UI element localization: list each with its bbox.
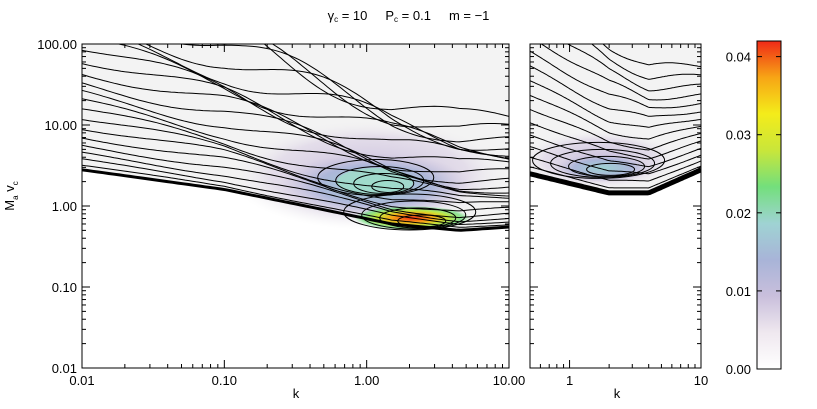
x-tick-label: 0.01 xyxy=(69,373,94,388)
contour-line xyxy=(82,49,509,160)
peak-contour xyxy=(550,148,656,178)
colorbar-tick-label: 0.03 xyxy=(726,128,751,143)
left-y-tick-labels: 0.01 0.10 1.00 10.00 100.00 xyxy=(37,37,77,376)
contour-line xyxy=(530,134,701,168)
left-x-axis-label: k xyxy=(293,386,300,401)
left-x-tick-labels: 0.01 0.10 1.00 10.00 xyxy=(69,373,525,388)
contour-line xyxy=(82,151,509,223)
y-tick-label: 100.00 xyxy=(37,37,77,52)
contour-line xyxy=(530,80,701,128)
contour-line xyxy=(530,50,701,109)
colorbar-tick-label: 0.01 xyxy=(726,284,751,299)
right-x-axis-label: k xyxy=(614,386,621,401)
contour-line xyxy=(82,89,509,190)
y-tick-label: 0.01 xyxy=(52,361,77,376)
colorbar-tick-label: 0.00 xyxy=(726,362,751,377)
left-contours xyxy=(82,44,509,231)
contour-line xyxy=(602,44,701,68)
title-gamma: γc = 10 xyxy=(327,8,368,24)
y-tick-label: 0.10 xyxy=(52,280,77,295)
contour-line xyxy=(82,108,509,197)
peak-contour xyxy=(568,155,646,177)
contour-line xyxy=(263,44,509,117)
contour-line xyxy=(530,94,701,140)
peak-contour xyxy=(353,172,415,194)
chart-title: γc = 10 Pc = 0.1 m = −1 xyxy=(0,8,817,24)
contour-line xyxy=(82,74,509,173)
right-ticks xyxy=(529,44,701,369)
right-panel: 1 10 k xyxy=(529,43,708,401)
colorbar-gradient xyxy=(756,40,782,370)
contour-line xyxy=(82,119,509,199)
contour-line xyxy=(82,158,509,226)
peak-contour xyxy=(379,207,457,229)
contour-line xyxy=(530,109,701,151)
contour-line xyxy=(566,44,701,92)
contour-line xyxy=(540,44,701,101)
title-m: m = −1 xyxy=(448,8,490,23)
contour-line xyxy=(82,82,509,184)
contour-line xyxy=(591,44,701,80)
x-tick-label: 10 xyxy=(694,373,708,388)
contour-line xyxy=(530,156,701,182)
peak-contour xyxy=(371,179,405,193)
left-field xyxy=(82,44,509,232)
left-green-core xyxy=(337,168,413,196)
peak-contour xyxy=(532,141,666,179)
left-ticks xyxy=(81,44,509,369)
peak-contour xyxy=(317,158,435,196)
x-tick-label: 1.00 xyxy=(354,373,379,388)
x-tick-label: 1 xyxy=(566,373,573,388)
left-panel: 0.01 0.10 1.00 10.00 100.00 0.01 0.10 1.00 10.0… xyxy=(2,37,525,401)
y-tick-label: 10.00 xyxy=(44,118,77,133)
y-axis-label: Ma vc xyxy=(2,181,20,210)
colorbar-tick-label: 0.02 xyxy=(726,206,751,221)
right-x-tick-labels: 1 10 xyxy=(566,373,708,388)
contour-line xyxy=(530,122,701,160)
title-p: Pc = 0.1 xyxy=(385,8,431,24)
contour-line xyxy=(136,44,509,157)
colorbar: 0.00 0.01 0.02 0.03 0.04 xyxy=(726,40,782,377)
contour-line xyxy=(530,165,701,189)
peak-contour xyxy=(343,193,477,231)
y-tick-label: 1.00 xyxy=(52,199,77,214)
peak-contour xyxy=(335,165,425,195)
right-contours xyxy=(530,44,701,189)
contour-line xyxy=(116,44,509,160)
peak-contour xyxy=(586,162,636,176)
contour-line xyxy=(82,129,509,204)
left-boundary-line xyxy=(82,168,509,232)
x-tick-label: 0.10 xyxy=(212,373,237,388)
peak-contour xyxy=(361,200,467,230)
right-boundary-line xyxy=(530,167,701,196)
contour-line xyxy=(82,144,509,219)
colorbar-ticks: 0.00 0.01 0.02 0.03 0.04 xyxy=(726,50,781,377)
contour-line xyxy=(530,65,701,117)
contour-line xyxy=(178,44,509,143)
contour-line xyxy=(271,44,509,128)
x-tick-label: 10.00 xyxy=(493,373,526,388)
colorbar-tick-label: 0.04 xyxy=(726,50,751,65)
right-field xyxy=(530,44,701,196)
contour-line xyxy=(82,164,509,228)
